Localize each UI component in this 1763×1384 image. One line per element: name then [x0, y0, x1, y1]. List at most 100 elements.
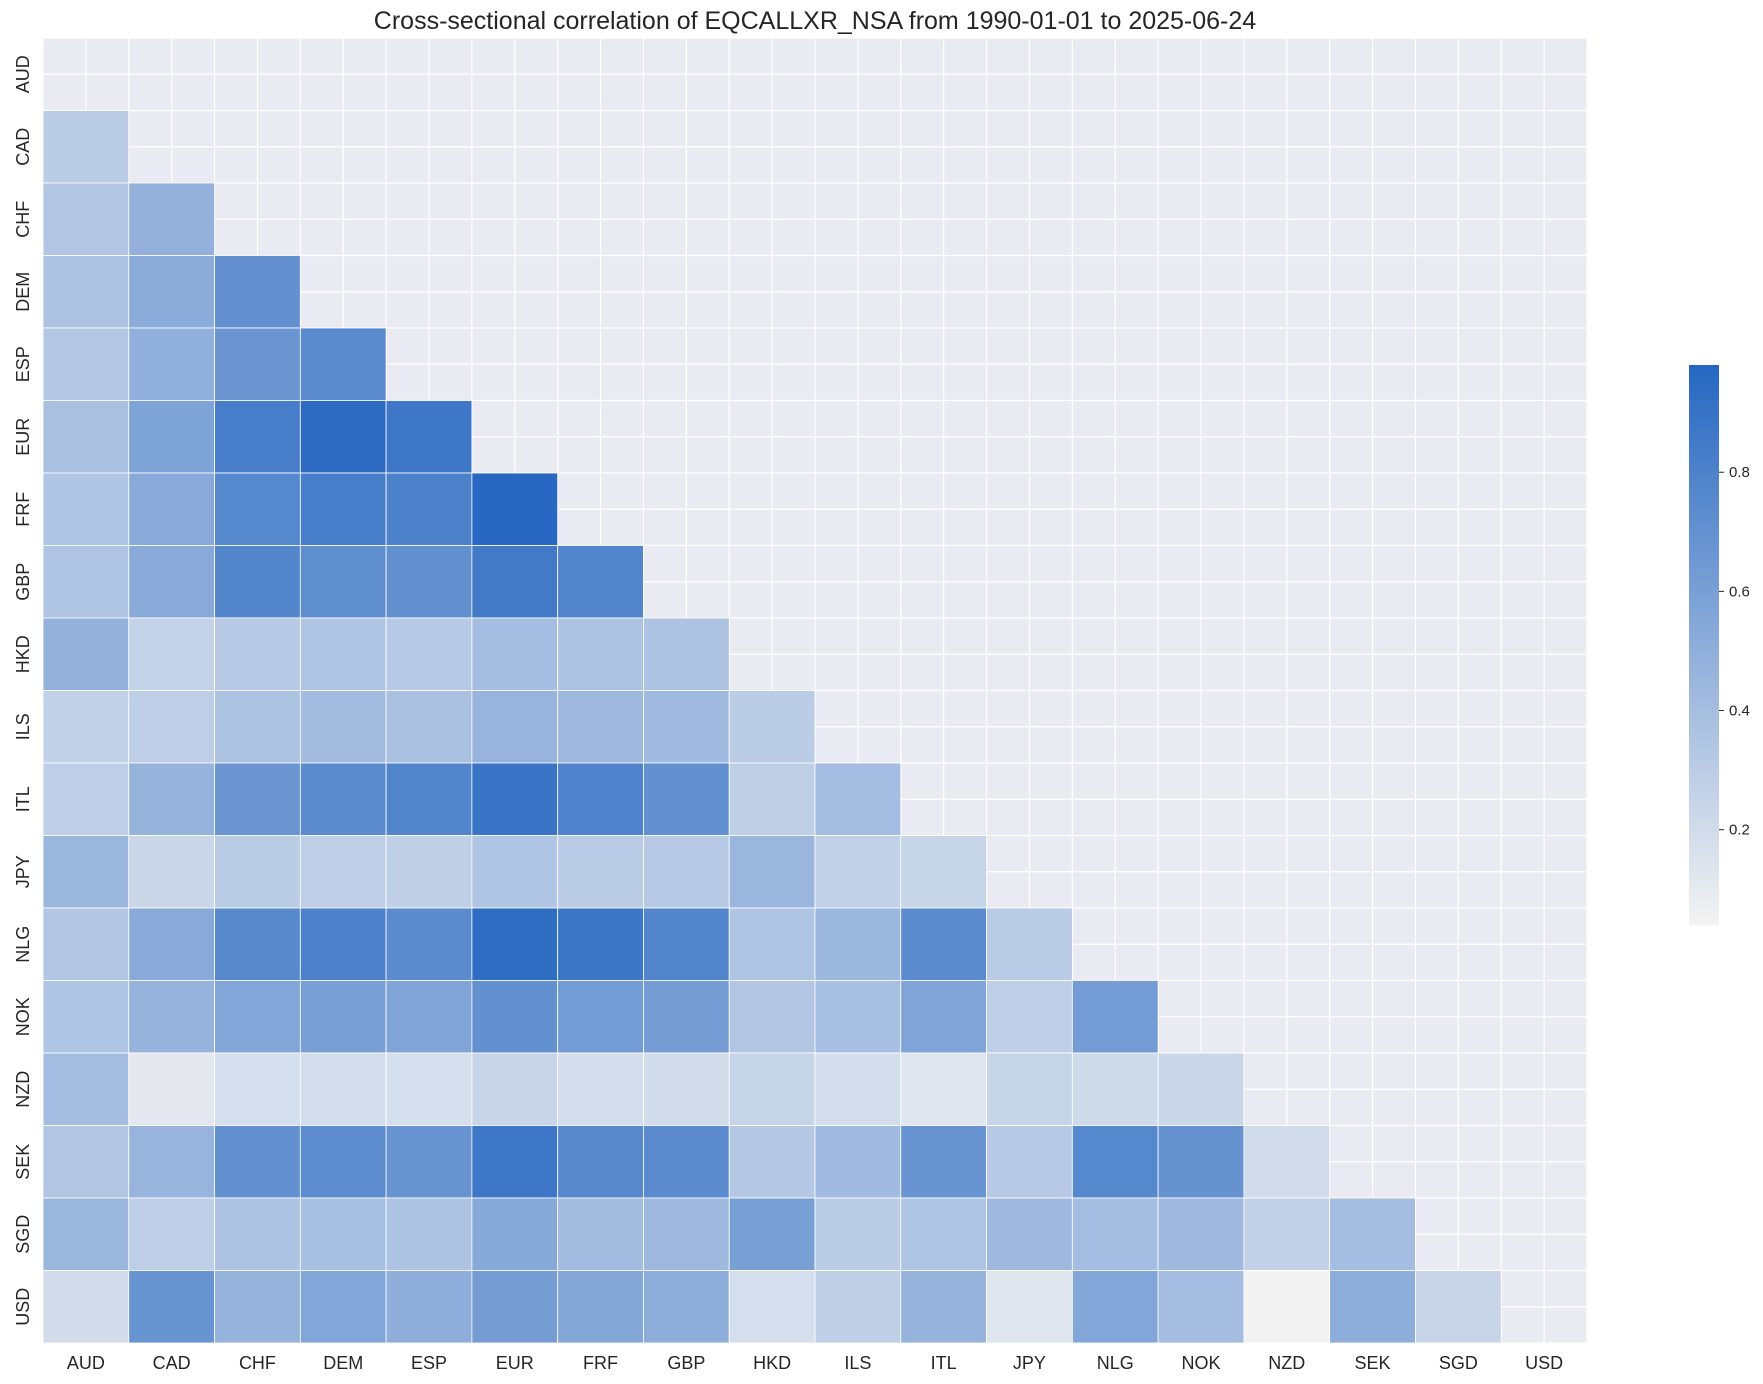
heatmap-cell-USD-GBP	[643, 1270, 730, 1344]
heatmap-cell-ITL-CAD	[128, 762, 215, 836]
heatmap-cell-JPY-AUD	[42, 835, 130, 909]
heatmap-cell-NOK-JPY	[986, 980, 1073, 1054]
x-tick-label: ITL	[931, 1353, 957, 1373]
heatmap-cell-ILS-DEM	[299, 690, 387, 764]
heatmap-cell-SEK-EUR	[471, 1125, 559, 1199]
heatmap-cell-NOK-FRF	[557, 980, 644, 1054]
heatmap-cell-SGD-NOK	[1157, 1197, 1245, 1271]
colorbar-gradient	[1689, 365, 1719, 925]
heatmap-cell-DEM-CHF	[214, 255, 301, 329]
heatmap-cell-HKD-FRF	[557, 617, 644, 691]
heatmap-cell-USD-SEK	[1329, 1270, 1416, 1344]
heatmap-cell-USD-AUD	[42, 1270, 130, 1344]
heatmap-cell-HKD-CHF	[214, 617, 301, 691]
heatmap-cell-JPY-CAD	[128, 835, 215, 909]
heatmap-cell-ESP-AUD	[42, 327, 130, 401]
heatmap-cell-FRF-ESP	[385, 472, 473, 546]
heatmap-cell-NOK-NLG	[1071, 980, 1159, 1054]
heatmap-cell-ILS-CHF	[214, 690, 301, 764]
y-tick-label: NOK	[13, 997, 33, 1036]
heatmap-cell-NZD-JPY	[986, 1052, 1073, 1126]
heatmap-cell-ESP-CAD	[128, 327, 215, 401]
heatmap-cell-CAD-AUD	[42, 110, 130, 184]
heatmap-cell-JPY-CHF	[214, 835, 301, 909]
y-tick-label: USD	[13, 1288, 33, 1326]
y-tick-label: AUD	[13, 55, 33, 93]
heatmap-cell-NLG-ESP	[385, 907, 473, 981]
heatmap-cell-ITL-ESP	[385, 762, 473, 836]
heatmap-cell-USD-JPY	[986, 1270, 1073, 1344]
heatmap-cell-SGD-NLG	[1071, 1197, 1159, 1271]
heatmap-cell-SGD-CHF	[214, 1197, 301, 1271]
heatmap-cell-EUR-DEM	[299, 400, 387, 474]
heatmap-cell-ILS-HKD	[728, 690, 816, 764]
y-tick-label: EUR	[13, 418, 33, 456]
heatmap-cell-DEM-CAD	[128, 255, 215, 329]
heatmap-cell-HKD-CAD	[128, 617, 215, 691]
heatmap-cell-USD-NLG	[1071, 1270, 1159, 1344]
x-tick-label: ESP	[411, 1353, 447, 1373]
heatmap-cell-USD-DEM	[299, 1270, 387, 1344]
x-tick-label: JPY	[1013, 1353, 1046, 1373]
heatmap-cell-EUR-ESP	[385, 400, 473, 474]
heatmap-cell-HKD-AUD	[42, 617, 130, 691]
heatmap-cell-ITL-FRF	[557, 762, 644, 836]
x-tick-label: GBP	[667, 1353, 705, 1373]
x-tick-label: CAD	[153, 1353, 191, 1373]
heatmap-cell-NZD-ILS	[814, 1052, 902, 1126]
heatmap-cell-NOK-ILS	[814, 980, 902, 1054]
x-tick-label: NZD	[1268, 1353, 1305, 1373]
heatmap-cell-EUR-AUD	[42, 400, 130, 474]
heatmap-cell-ITL-GBP	[643, 762, 730, 836]
heatmap-cell-NLG-HKD	[728, 907, 816, 981]
heatmap-cell-ITL-EUR	[471, 762, 559, 836]
heatmap-cell-SGD-EUR	[471, 1197, 559, 1271]
heatmap-cell-SGD-HKD	[728, 1197, 816, 1271]
heatmap-cell-USD-HKD	[728, 1270, 816, 1344]
chart-title: Cross-sectional correlation of EQCALLXR_…	[374, 7, 1256, 35]
heatmap-cell-JPY-FRF	[557, 835, 644, 909]
heatmap-cell-NOK-AUD	[42, 980, 130, 1054]
x-tick-label: SEK	[1355, 1353, 1391, 1373]
y-tick-label: GBP	[13, 563, 33, 601]
heatmap-cell-SGD-CAD	[128, 1197, 215, 1271]
heatmap-cell-SGD-FRF	[557, 1197, 644, 1271]
heatmap-cell-NZD-EUR	[471, 1052, 559, 1126]
y-tick-label: SEK	[13, 1144, 33, 1180]
heatmap-cell-NZD-ESP	[385, 1052, 473, 1126]
heatmap-cell-NLG-CAD	[128, 907, 215, 981]
heatmap-cell-NLG-JPY	[986, 907, 1073, 981]
heatmap-cell-NOK-DEM	[299, 980, 387, 1054]
heatmap-cell-SGD-ITL	[900, 1197, 987, 1271]
heatmap-cell-ITL-CHF	[214, 762, 301, 836]
heatmap-cell-USD-NOK	[1157, 1270, 1245, 1344]
y-tick-labels: AUD CAD CHF DEM ESP EUR FRF GBP HKD ILS ITL JPY NLG N…	[13, 55, 33, 1326]
heatmap-cell-ILS-ESP	[385, 690, 473, 764]
x-tick-label: CHF	[239, 1353, 276, 1373]
colorbar: 0.2 0.4 0.6 0.8	[1689, 365, 1750, 925]
heatmap-cell-FRF-CHF	[214, 472, 301, 546]
heatmap-cell-NLG-DEM	[299, 907, 387, 981]
heatmap-cell-NZD-CHF	[214, 1052, 301, 1126]
heatmap-cell-SEK-ESP	[385, 1125, 473, 1199]
heatmap-cell-HKD-ESP	[385, 617, 473, 691]
y-tick-label: DEM	[13, 272, 33, 312]
y-tick-label: ESP	[13, 346, 33, 382]
heatmap-cell-USD-FRF	[557, 1270, 644, 1344]
heatmap-cell-SEK-CAD	[128, 1125, 215, 1199]
heatmap-cell-USD-NZD	[1243, 1270, 1331, 1344]
heatmap-cell-GBP-EUR	[471, 545, 559, 619]
heatmap-cell-USD-ILS	[814, 1270, 902, 1344]
x-tick-label: FRF	[583, 1353, 618, 1373]
heatmap-cell-NOK-CAD	[128, 980, 215, 1054]
heatmap-cell-NLG-EUR	[471, 907, 559, 981]
heatmap-cell-NZD-FRF	[557, 1052, 644, 1126]
heatmap-cell-NOK-EUR	[471, 980, 559, 1054]
x-tick-label: USD	[1525, 1353, 1563, 1373]
heatmap-cell-SEK-HKD	[728, 1125, 816, 1199]
heatmap-cell-SGD-NZD	[1243, 1197, 1331, 1271]
heatmap-cell-JPY-ITL	[900, 835, 987, 909]
heatmap-cell-EUR-CAD	[128, 400, 215, 474]
heatmap-cell-ILS-GBP	[643, 690, 730, 764]
